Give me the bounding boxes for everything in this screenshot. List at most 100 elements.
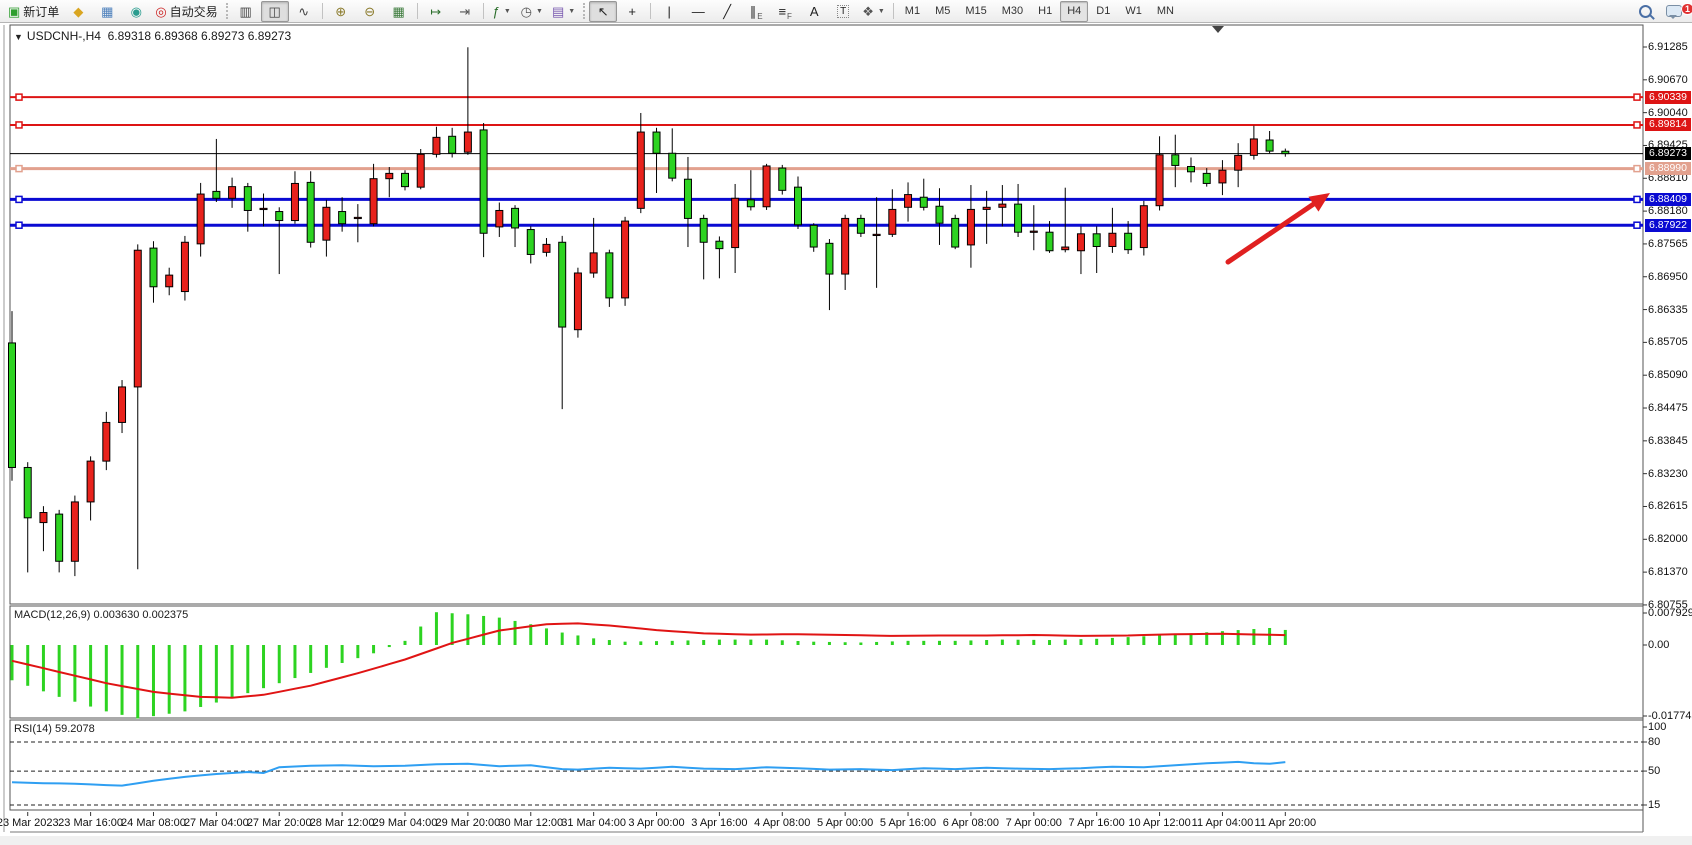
crosshair-button[interactable]: +: [618, 1, 646, 22]
candle-body: [762, 165, 771, 208]
text-label-button[interactable]: T: [829, 1, 857, 22]
price-scale-label: 6.83230: [1648, 467, 1688, 480]
candle-body: [1014, 203, 1023, 233]
toolbar: ▣ 新订单 ◆ ▦ ◉ ◎ 自动交易 ▥ ◫ ∿ ⊕ ⊖ ▦ ↦ ⇥ ƒ ▼ ◷ ▼ ▤ ▼ ↖ + | — ╱ ∥ E ≡ F A T ❖ ▼ M…: [0, 0, 1692, 23]
candle-body: [825, 242, 834, 275]
time-scale-label: 30 Mar 12:00: [498, 817, 564, 829]
timeframe-m30-button[interactable]: M30: [1001, 5, 1024, 17]
line-handle[interactable]: [15, 221, 23, 229]
candle-body: [526, 229, 535, 255]
time-scale-label: 5 Apr 00:00: [817, 817, 874, 829]
candle-body: [165, 274, 174, 288]
line-handle[interactable]: [1633, 221, 1641, 229]
trendline-button[interactable]: ╱: [713, 1, 741, 22]
fibonacci-button[interactable]: ≡ F: [771, 1, 799, 22]
candle-body: [495, 209, 504, 228]
timeframe-m15-button[interactable]: M15: [965, 5, 987, 17]
line-handle[interactable]: [15, 164, 23, 173]
symbol-dropdown-icon[interactable]: ▼: [14, 32, 23, 42]
line-handle[interactable]: [1633, 195, 1641, 204]
rsi-scale-label: 80: [1648, 736, 1661, 748]
price-scale-label: 6.87565: [1648, 237, 1688, 250]
chart-shift-marker[interactable]: [1212, 26, 1224, 33]
rsi-indicator-label: RSI(14) 59.2078: [14, 723, 95, 735]
line-handle[interactable]: [15, 195, 23, 204]
line-handle[interactable]: [1633, 121, 1641, 129]
zoom-in-icon: ⊕: [335, 3, 347, 19]
timeframe-h1-button[interactable]: H1: [1038, 5, 1053, 17]
level-price-badge: 6.88990: [1645, 162, 1691, 176]
notification-badge: 1: [1680, 2, 1692, 15]
zoom-out-button[interactable]: ⊖: [356, 1, 384, 22]
candle-body: [1076, 233, 1085, 252]
indicators-button[interactable]: ƒ ▼: [488, 1, 516, 22]
line-handle[interactable]: [1633, 93, 1641, 101]
open-chart-button[interactable]: ▦: [93, 1, 121, 22]
rsi-scale-label: 15: [1648, 798, 1661, 811]
candle-body: [746, 199, 755, 208]
candle-body: [1108, 232, 1117, 248]
new-order-button[interactable]: ▣ 新订单: [4, 1, 63, 22]
signals-button[interactable]: ◉: [122, 1, 150, 22]
timeframe-m5-button[interactable]: M5: [935, 5, 951, 17]
search-icon: [1638, 4, 1652, 18]
trendline-icon: ╱: [723, 3, 732, 19]
timeframe-d1-button[interactable]: D1: [1096, 5, 1111, 17]
text-button[interactable]: A: [800, 1, 828, 22]
candle-body: [432, 136, 441, 155]
search-button[interactable]: [1631, 1, 1659, 22]
line-handle[interactable]: [15, 121, 23, 129]
timeframe-m1-button[interactable]: M1: [904, 5, 921, 17]
arrow-annotation-head[interactable]: [1308, 193, 1330, 212]
candle-body: [872, 233, 881, 237]
candle-body: [196, 193, 205, 245]
chart-shift-button[interactable]: ⇥: [451, 1, 479, 22]
horizontal-line-button[interactable]: —: [684, 1, 712, 22]
gold-chart-button[interactable]: ◆: [64, 1, 92, 22]
candle-body: [369, 178, 378, 225]
chart-symbol: USDCNH-,H4: [26, 29, 101, 43]
bar-chart-type-button[interactable]: ▥: [232, 1, 260, 22]
arrow-annotation[interactable]: [1225, 197, 1323, 265]
price-scale-label: 6.88810: [1648, 172, 1688, 185]
arrows-button[interactable]: ❖ ▼: [858, 1, 889, 22]
tile-windows-button[interactable]: ▦: [385, 1, 413, 22]
candle-body: [8, 342, 16, 468]
level-price-badge: 6.88409: [1645, 192, 1691, 206]
candle-body: [86, 460, 95, 503]
candle-body: [794, 186, 802, 226]
timeframe-w1-button[interactable]: W1: [1125, 5, 1142, 17]
line-handle[interactable]: [15, 93, 23, 101]
cursor-icon: ↖: [597, 3, 609, 19]
candle-chart-type-button[interactable]: ◫: [260, 0, 289, 22]
toolbar-button-label: 新订单: [23, 4, 60, 19]
candle-body: [888, 208, 897, 235]
chart-window-icon: ▦: [101, 3, 114, 19]
zoom-in-button[interactable]: ⊕: [327, 1, 355, 22]
channel-button[interactable]: ∥ E: [742, 1, 770, 22]
fibonacci-icon: ≡: [778, 3, 787, 19]
rsi-scale-label: 100: [1648, 721, 1667, 733]
line-chart-type-button[interactable]: ∿: [290, 1, 318, 22]
timeframe-mn-button[interactable]: MN: [1156, 5, 1174, 17]
vertical-line-button[interactable]: |: [655, 1, 683, 22]
timeframe-h4-button[interactable]: H4: [1060, 0, 1089, 22]
periods-button[interactable]: ◷ ▼: [517, 1, 547, 22]
chat-button[interactable]: 1: [1660, 1, 1692, 22]
time-scale-label: 6 Apr 08:00: [942, 817, 1000, 829]
horizontal-line-icon: —: [691, 3, 705, 19]
tool-sub-letter: F: [787, 11, 792, 21]
autotrade-button[interactable]: ◎ 自动交易: [151, 1, 221, 22]
templates-button[interactable]: ▤ ▼: [548, 1, 579, 22]
candle-body: [715, 240, 724, 250]
time-scale-label: 23 Mar 16:00: [58, 817, 123, 829]
candle-body: [951, 217, 960, 248]
line-handle[interactable]: [1633, 164, 1641, 173]
cursor-button[interactable]: ↖: [589, 0, 618, 22]
price-scale-label: 6.80755: [1648, 598, 1688, 611]
template-icon: ▤: [551, 3, 565, 19]
candle-body: [1234, 154, 1243, 171]
toolbar-separator: [482, 3, 484, 19]
auto-scroll-button[interactable]: ↦: [422, 1, 450, 22]
